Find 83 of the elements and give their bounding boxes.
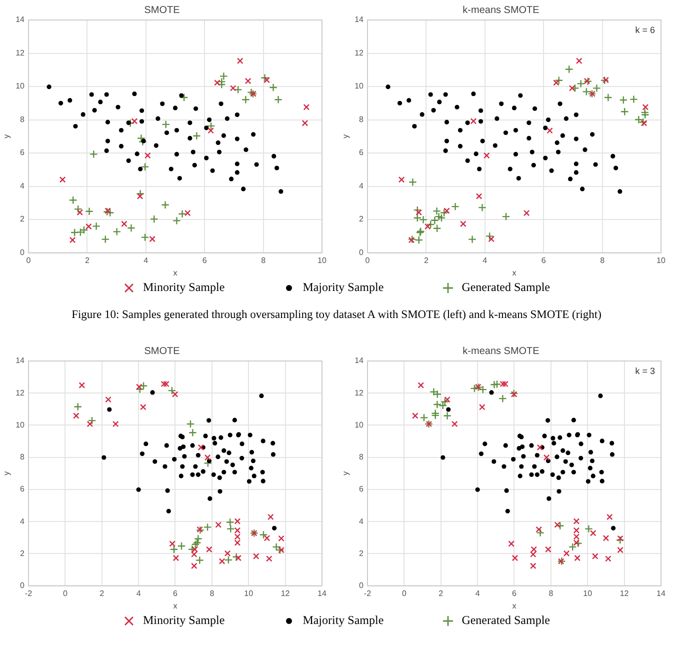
x-tick-label: 14 — [656, 588, 666, 598]
legend-label: Generated Sample — [462, 280, 550, 295]
x-tick-label: 12 — [280, 588, 290, 598]
y-tick-label: 2 — [20, 214, 26, 224]
y-tick-label: 6 — [20, 148, 26, 158]
legend-label: Majority Sample — [302, 280, 384, 295]
y-tick-label: 4 — [359, 516, 364, 526]
y-tick-label: 0 — [20, 248, 26, 258]
y-tick-label: 6 — [20, 484, 26, 494]
x-tick-label: 10 — [583, 588, 593, 598]
x-axis-title: x — [512, 268, 516, 278]
y-tick-label: 10 — [354, 420, 364, 430]
x-tick-label: 4 — [475, 588, 480, 598]
y-axis-title: y — [341, 471, 350, 476]
annotation: k = 3 — [635, 366, 655, 376]
y-tick-label: 8 — [20, 452, 26, 462]
x-tick-label: -2 — [24, 588, 33, 598]
x-tick-label: 4 — [136, 588, 142, 598]
x-tick-label: 2 — [438, 588, 444, 598]
x-tick-label: 6 — [202, 256, 208, 265]
x-tick-label: 8 — [210, 588, 215, 598]
x-tick-label: 6 — [512, 588, 518, 598]
x-tick-label: 6 — [173, 588, 178, 598]
x-tick-label: 14 — [318, 588, 327, 598]
y-tick-label: 4 — [20, 181, 26, 190]
x-tick-label: 0 — [62, 588, 68, 598]
x-tick-label: 8 — [261, 256, 266, 265]
x-tick-label: 10 — [318, 256, 327, 265]
y-tick-label: 12 — [354, 48, 364, 58]
annotation: k = 6 — [635, 24, 655, 35]
x-tick-label: 6 — [541, 256, 546, 265]
y-tick-label: 10 — [16, 420, 26, 430]
legend-label: Generated Sample — [462, 613, 550, 628]
y-tick-label: 12 — [354, 388, 364, 398]
caption: Figure 10: Samples generated through oversampling toy dataset A with SMOTE (left) and k-means SMOTE (right) — [70, 309, 602, 321]
x-axis-title: x — [173, 601, 178, 610]
legend-label: Majority Sample — [302, 613, 384, 628]
x-tick-label: 0 — [365, 256, 370, 265]
legend-label: Minority Sample — [143, 613, 225, 628]
x-axis-title: x — [173, 268, 178, 278]
chart-title: SMOTE — [144, 346, 180, 357]
y-axis-title: y — [2, 471, 12, 476]
y-tick-label: 12 — [16, 388, 26, 398]
y-tick-label: 8 — [20, 114, 26, 124]
y-tick-label: 4 — [359, 181, 364, 190]
y-tick-label: 0 — [20, 581, 26, 590]
x-tick-label: 10 — [656, 256, 666, 265]
y-tick-label: 10 — [354, 82, 364, 91]
x-tick-label: 2 — [84, 256, 90, 265]
x-tick-label: 0 — [402, 588, 407, 598]
y-tick-label: 2 — [359, 214, 364, 224]
y-tick-label: 10 — [16, 82, 26, 91]
chart-title: SMOTE — [144, 4, 180, 16]
chart-title: k-means SMOTE — [462, 346, 540, 357]
chart-title: k-means SMOTE — [462, 4, 540, 16]
x-tick-label: 8 — [600, 256, 606, 265]
y-tick-label: 6 — [359, 148, 364, 158]
y-tick-label: 14 — [354, 356, 364, 366]
y-tick-label: 2 — [20, 548, 26, 558]
y-tick-label: 0 — [359, 248, 364, 258]
x-tick-label: 2 — [100, 588, 105, 598]
x-tick-label: 12 — [620, 588, 630, 598]
y-tick-label: 0 — [359, 581, 364, 590]
y-tick-label: 12 — [16, 48, 26, 58]
y-tick-label: 6 — [359, 484, 364, 494]
x-axis-title: x — [512, 601, 516, 610]
x-tick-label: 4 — [482, 256, 488, 265]
x-tick-label: -2 — [364, 588, 372, 598]
x-tick-label: 0 — [26, 256, 32, 265]
y-tick-label: 2 — [359, 548, 364, 558]
x-tick-label: 4 — [144, 256, 149, 265]
y-tick-label: 14 — [16, 356, 26, 366]
y-axis-title: y — [2, 134, 12, 138]
y-tick-label: 8 — [359, 114, 364, 124]
x-tick-label: 2 — [424, 256, 429, 265]
y-tick-label: 8 — [359, 452, 364, 462]
y-axis-title: y — [341, 134, 350, 138]
y-tick-label: 14 — [16, 15, 26, 24]
y-tick-label: 4 — [20, 516, 26, 526]
legend-label: Minority Sample — [143, 280, 225, 295]
x-tick-label: 8 — [548, 588, 554, 598]
y-tick-label: 14 — [354, 15, 364, 24]
x-tick-label: 10 — [244, 588, 254, 598]
